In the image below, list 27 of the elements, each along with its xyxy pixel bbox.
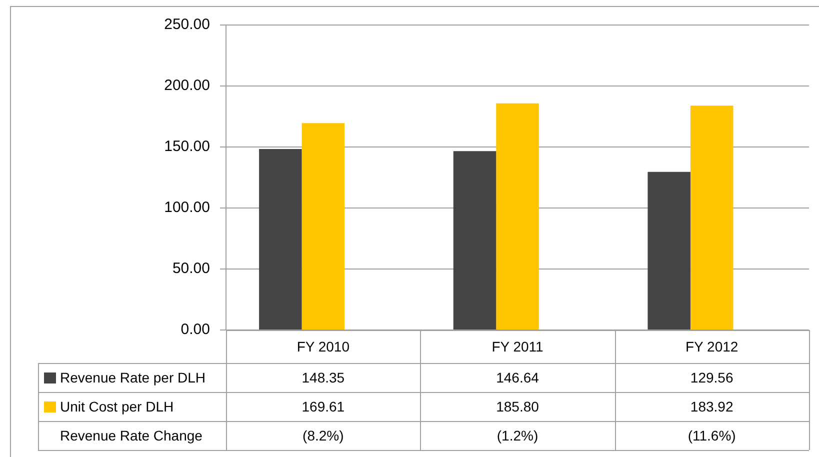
- text: (11.6%): [688, 427, 736, 444]
- data-label: 183.92: [690, 398, 734, 414]
- y-tick-label: 150.00: [164, 138, 210, 156]
- text: (1.2%): [496, 427, 538, 444]
- bar: [259, 149, 302, 330]
- x-tick-label: FY 2011: [492, 338, 544, 354]
- legend-label: Revenue Rate per DLH: [60, 369, 206, 386]
- y-tick-label: 200.00: [164, 77, 210, 94]
- data-label: 146.64: [496, 369, 540, 386]
- bar: [648, 172, 690, 330]
- data-label: 169.61: [302, 398, 345, 414]
- legend-label: Unit Cost per DLH: [60, 398, 174, 414]
- y-tick-label: 50.00: [172, 260, 210, 278]
- text: Revenue Rate Change: [60, 427, 203, 444]
- bar: [690, 106, 734, 330]
- y-tick-label: 100.00: [164, 199, 210, 216]
- y-tick-label: 250.00: [164, 16, 210, 34]
- text: (8.2%): [302, 427, 344, 444]
- x-tick-label: FY 2012: [685, 338, 738, 354]
- bar: [496, 103, 539, 330]
- data-label: 129.56: [690, 369, 734, 386]
- bar: [302, 123, 345, 330]
- y-tick-label: 0.00: [180, 321, 210, 338]
- data-label: 185.80: [496, 398, 540, 414]
- bar: [453, 151, 496, 330]
- data-label: 148.35: [302, 369, 345, 386]
- x-tick-label: FY 2010: [296, 338, 350, 354]
